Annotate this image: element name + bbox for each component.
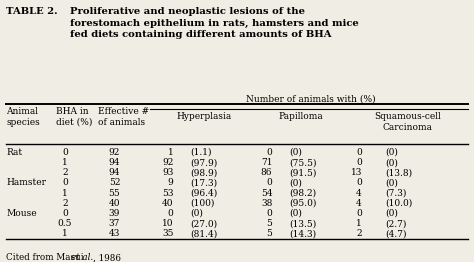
Text: 9: 9 (168, 178, 173, 187)
Text: (0): (0) (385, 148, 398, 157)
Text: (2.7): (2.7) (385, 219, 407, 228)
Text: 1: 1 (168, 148, 173, 157)
Text: 0: 0 (356, 209, 362, 218)
Text: 39: 39 (109, 209, 120, 218)
Text: 2: 2 (356, 229, 362, 238)
Text: (4.7): (4.7) (385, 229, 407, 238)
Text: 1: 1 (62, 158, 68, 167)
Text: 2: 2 (62, 199, 68, 208)
Text: (0): (0) (190, 209, 203, 218)
Text: 2: 2 (62, 168, 68, 177)
Text: 37: 37 (109, 219, 120, 228)
Text: (0): (0) (289, 148, 302, 157)
Text: (81.4): (81.4) (190, 229, 217, 238)
Text: TABLE 2.: TABLE 2. (6, 7, 58, 17)
Text: 0: 0 (356, 178, 362, 187)
Text: Animal
species: Animal species (6, 107, 40, 127)
Text: 0: 0 (168, 209, 173, 218)
Text: (14.3): (14.3) (289, 229, 316, 238)
Text: 43: 43 (109, 229, 120, 238)
Text: 1: 1 (356, 219, 362, 228)
Text: (0): (0) (385, 178, 398, 187)
Text: 0: 0 (62, 209, 68, 218)
Text: 86: 86 (261, 168, 273, 177)
Text: 10: 10 (162, 219, 173, 228)
Text: BHA in
diet (%): BHA in diet (%) (55, 107, 92, 127)
Text: 4: 4 (356, 189, 362, 198)
Text: Number of animals with (%): Number of animals with (%) (246, 94, 376, 103)
Text: 0: 0 (266, 148, 273, 157)
Text: 92: 92 (109, 148, 120, 157)
Text: 1: 1 (62, 229, 68, 238)
Text: Rat: Rat (6, 148, 22, 157)
Text: 55: 55 (109, 189, 120, 198)
Text: 53: 53 (162, 189, 173, 198)
Text: 52: 52 (109, 178, 120, 187)
Text: Proliferative and neoplastic lesions of the
forestomach epithelium in rats, hams: Proliferative and neoplastic lesions of … (70, 7, 358, 39)
Text: 5: 5 (266, 219, 273, 228)
Text: 54: 54 (261, 189, 273, 198)
Text: Squamous-cell
Carcinoma: Squamous-cell Carcinoma (374, 112, 441, 132)
Text: (7.3): (7.3) (385, 189, 407, 198)
Text: 0: 0 (356, 148, 362, 157)
Text: (95.0): (95.0) (289, 199, 316, 208)
Text: 38: 38 (261, 199, 273, 208)
Text: (27.0): (27.0) (190, 219, 217, 228)
Text: (75.5): (75.5) (289, 158, 316, 167)
Text: 5: 5 (266, 229, 273, 238)
Text: Cited from Masui: Cited from Masui (6, 253, 86, 262)
Text: (1.1): (1.1) (190, 148, 211, 157)
Text: 0.5: 0.5 (58, 219, 72, 228)
Text: (13.5): (13.5) (289, 219, 316, 228)
Text: (13.8): (13.8) (385, 168, 412, 177)
Text: 0: 0 (266, 178, 273, 187)
Text: (96.4): (96.4) (190, 189, 217, 198)
Text: (91.5): (91.5) (289, 168, 316, 177)
Text: (0): (0) (289, 209, 302, 218)
Text: (10.0): (10.0) (385, 199, 413, 208)
Text: 71: 71 (261, 158, 273, 167)
Text: 0: 0 (356, 158, 362, 167)
Text: 93: 93 (162, 168, 173, 177)
Text: 0: 0 (62, 178, 68, 187)
Text: 0: 0 (266, 209, 273, 218)
Text: 40: 40 (109, 199, 120, 208)
Text: 94: 94 (109, 168, 120, 177)
Text: Effective #
of animals: Effective # of animals (98, 107, 149, 127)
Text: 4: 4 (356, 199, 362, 208)
Text: , 1986: , 1986 (93, 253, 121, 262)
Text: 0: 0 (62, 148, 68, 157)
Text: et al.: et al. (71, 253, 93, 262)
Text: (98.9): (98.9) (190, 168, 217, 177)
Text: 94: 94 (109, 158, 120, 167)
Text: (0): (0) (385, 209, 398, 218)
Text: (0): (0) (289, 178, 302, 187)
Text: (98.2): (98.2) (289, 189, 316, 198)
Text: (0): (0) (385, 158, 398, 167)
Text: 35: 35 (162, 229, 173, 238)
Text: (17.3): (17.3) (190, 178, 217, 187)
Text: 92: 92 (162, 158, 173, 167)
Text: Mouse: Mouse (6, 209, 36, 218)
Text: (97.9): (97.9) (190, 158, 217, 167)
Text: (100): (100) (190, 199, 214, 208)
Text: 13: 13 (350, 168, 362, 177)
Text: Papilloma: Papilloma (278, 112, 323, 121)
Text: 1: 1 (62, 189, 68, 198)
Text: Hyperplasia: Hyperplasia (176, 112, 232, 121)
Text: 40: 40 (162, 199, 173, 208)
Text: Hamster: Hamster (6, 178, 46, 187)
